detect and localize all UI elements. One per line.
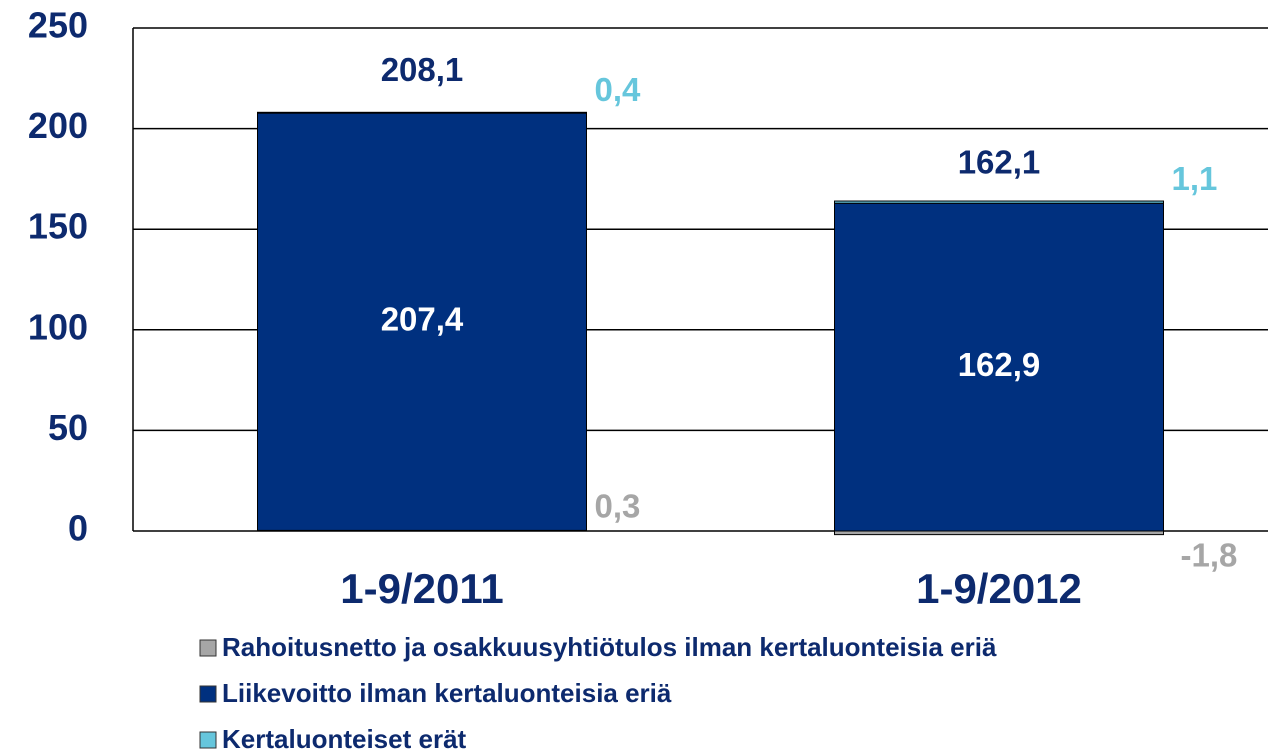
legend-swatch [199, 639, 217, 657]
legend-label: Liikevoitto ilman kertaluonteisia eriä [222, 678, 672, 708]
y-tick-label: 250 [28, 5, 88, 46]
data-label: 207,4 [381, 300, 464, 337]
legend-swatch [199, 731, 217, 749]
bar-segment [834, 530, 1164, 536]
bar-segment [834, 200, 1164, 204]
data-label: 0,4 [595, 71, 642, 108]
data-label: 0,3 [595, 488, 641, 525]
legend-swatch [199, 685, 217, 703]
data-label: -1,8 [1181, 537, 1238, 574]
bar-segment [834, 202, 1164, 532]
y-tick-label: 50 [48, 407, 88, 448]
x-tick-label: 1-9/2011 [340, 565, 504, 612]
data-label: 1,1 [1172, 160, 1218, 197]
x-tick-label: 1-9/2012 [916, 565, 1082, 612]
legend-label: Rahoitusnetto ja osakkuusyhtiötulos ilma… [222, 632, 997, 662]
bar-segment [257, 111, 587, 114]
y-tick-label: 150 [28, 206, 88, 247]
y-tick-label: 200 [28, 105, 88, 146]
y-tick-label: 0 [68, 508, 88, 549]
data-label: 162,9 [958, 346, 1041, 383]
legend-label: Kertaluonteiset erät [222, 724, 467, 751]
total-label: 162,1 [958, 144, 1041, 181]
total-label: 208,1 [381, 51, 464, 88]
y-tick-label: 100 [28, 306, 88, 347]
